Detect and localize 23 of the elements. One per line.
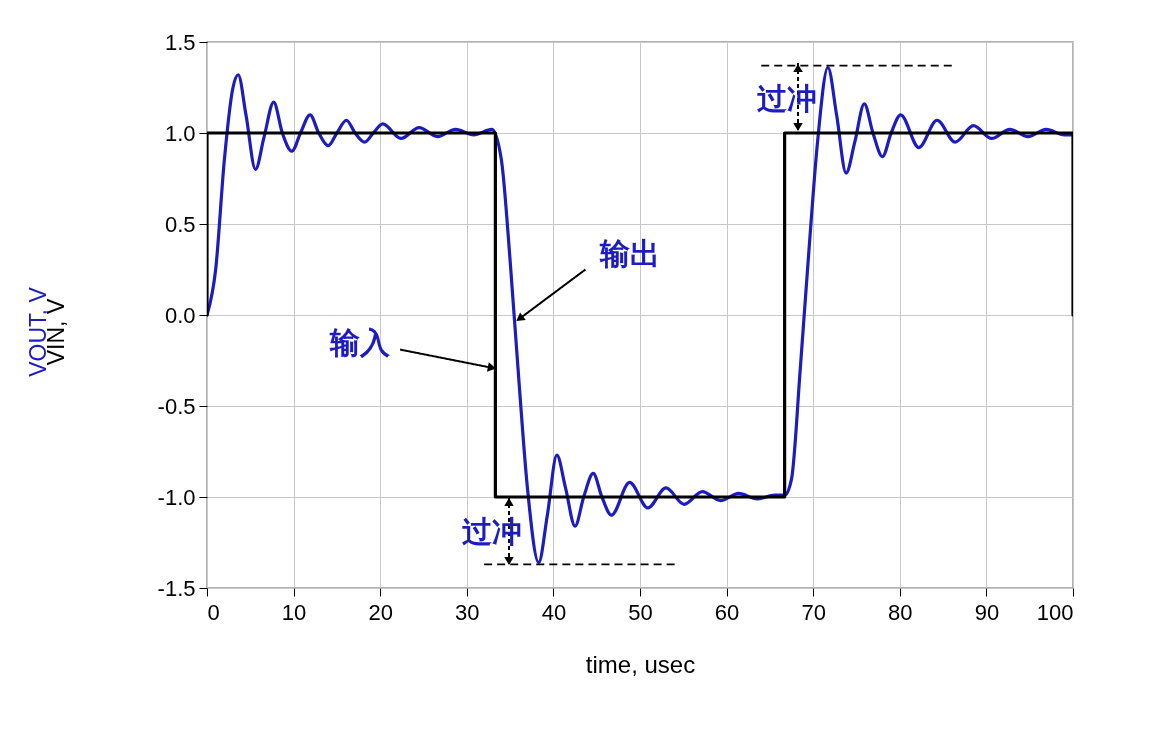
x-tick-label: 100 — [1036, 599, 1074, 625]
x-tick-label: 20 — [368, 599, 393, 625]
x-tick-label: 80 — [888, 599, 913, 625]
x-tick-label: 30 — [455, 599, 480, 625]
y-tick-label: -1.0 — [157, 484, 196, 510]
y-tick-label: 1.0 — [164, 120, 196, 146]
annotation: 输出 — [598, 235, 660, 271]
x-tick-label: 50 — [628, 599, 653, 625]
x-tick-label: 10 — [281, 599, 307, 625]
y-tick-label: 1.5 — [164, 29, 196, 55]
x-tick-label: 90 — [974, 599, 1000, 625]
y-tick-label: 0.0 — [164, 302, 196, 328]
y-tick-label: 0.5 — [164, 211, 196, 237]
annotation: 过冲 — [757, 81, 817, 116]
x-axis-title: time, usec — [585, 650, 696, 678]
annotation: 过冲 — [462, 514, 522, 549]
x-tick-label: 60 — [714, 599, 740, 625]
x-tick-label: 0 — [207, 599, 220, 625]
y-tick-label: -0.5 — [157, 393, 196, 419]
x-tick-label: 40 — [541, 599, 567, 625]
y-tick-label: -1.5 — [157, 575, 196, 601]
x-tick-label: 70 — [801, 599, 826, 625]
annotation: 输入 — [329, 325, 392, 361]
